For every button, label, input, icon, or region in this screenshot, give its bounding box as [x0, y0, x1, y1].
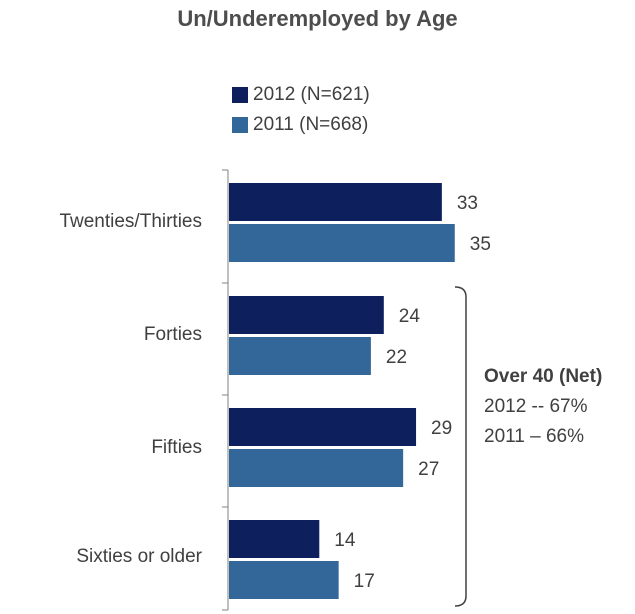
bar-2011-2	[229, 449, 404, 487]
category-label-fifties: Fifties	[151, 437, 202, 458]
category-label-forties: Forties	[143, 324, 202, 345]
bar-2012-2	[229, 408, 417, 446]
annotation-line-2011: 2011 – 66%	[484, 426, 585, 447]
bar-2012-3	[229, 520, 320, 558]
legend-item-2011: 2011 (N=668)	[232, 110, 370, 140]
legend-swatch-2011	[232, 117, 248, 133]
category-label-sixties-or-older: Sixties or older	[76, 546, 202, 567]
data-label-2011-3: 17	[354, 571, 375, 592]
legend-label-2011: 2011 (N=668)	[253, 114, 369, 135]
data-label-2012-3: 14	[334, 530, 356, 551]
bar-2011-1	[229, 337, 371, 375]
bar-2011-3	[229, 561, 339, 599]
data-label-2012-0: 33	[457, 193, 478, 214]
annotation-line-2012: 2012 -- 67%	[484, 396, 588, 417]
over-40-annotation: Over 40 (Net) 2012 -- 67% 2011 – 66%	[484, 362, 602, 452]
chart-title: Un/Underemployed by Age	[177, 6, 458, 31]
legend-swatch-2012	[232, 87, 248, 103]
data-label-2011-1: 22	[386, 347, 407, 368]
legend-label-2012: 2012 (N=621)	[253, 84, 370, 105]
bar-2012-1	[229, 296, 384, 334]
data-label-2011-2: 27	[418, 459, 439, 480]
annotation-heading: Over 40 (Net)	[484, 366, 603, 387]
over-40-bracket	[454, 286, 467, 607]
legend-item-2012: 2012 (N=621)	[232, 80, 370, 110]
data-label-2012-2: 29	[431, 418, 452, 439]
bar-2012-0	[229, 183, 442, 221]
bar-2011-0	[229, 224, 455, 262]
data-label-2011-0: 35	[470, 234, 491, 255]
legend: 2012 (N=621) 2011 (N=668)	[232, 80, 370, 140]
data-label-2012-1: 24	[399, 306, 421, 327]
category-label-twenties-thirties: Twenties/Thirties	[59, 211, 202, 232]
